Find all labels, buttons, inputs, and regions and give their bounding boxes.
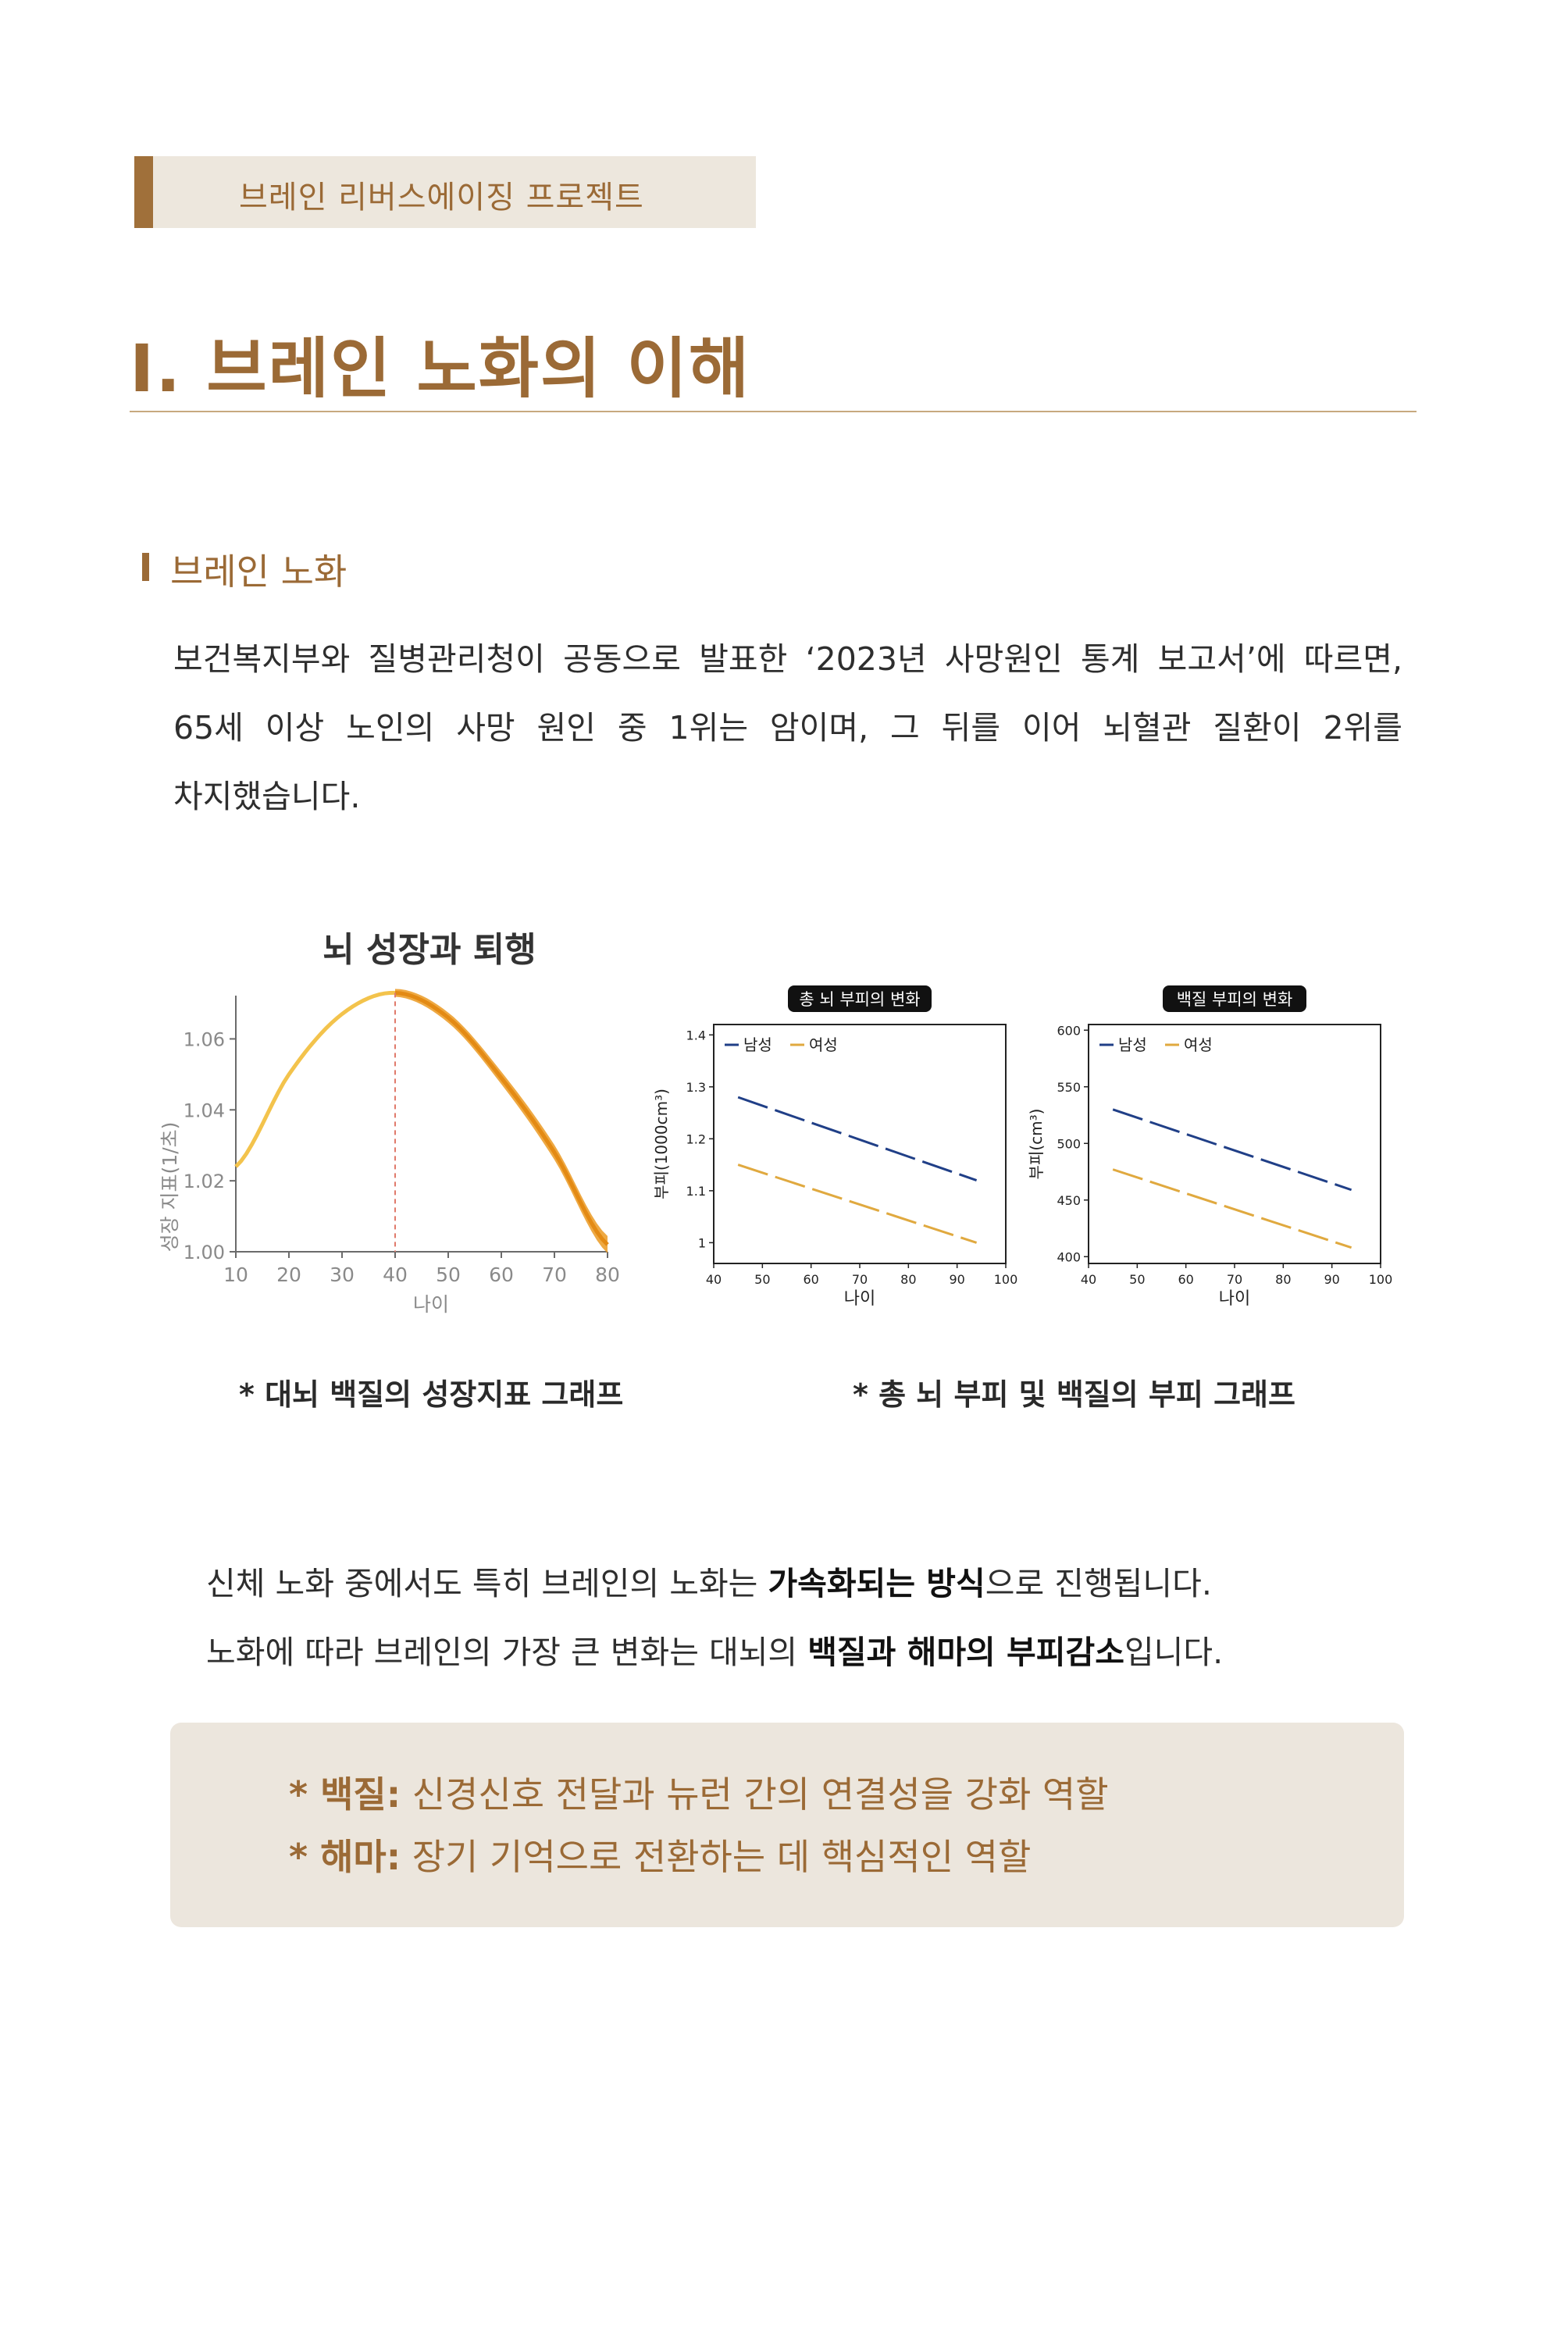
growth-x-tick-label: 30 [330,1263,355,1286]
title-divider [130,411,1417,412]
total-volume-x-tick-label: 80 [900,1272,916,1287]
growth-x-tick-label: 50 [436,1263,461,1286]
intro-line-3: 차지했습니다. [173,778,361,815]
growth-chart-title: 뇌 성장과 퇴행 [323,930,536,970]
total-volume-x-tick-label: 70 [852,1272,868,1287]
section-marker [142,553,149,581]
white-matter-legend-label: 남성 [1118,1035,1147,1054]
total-volume-series-female [737,1164,978,1244]
total-volume-y-tick-label: 1.1 [686,1184,706,1199]
growth-confidence-band [395,989,608,1253]
growth-curve-declining [394,990,609,1246]
header-tab-label: 브레인 리버스에이징 프로젝트 [239,180,644,216]
growth-y-tick-label: 1.00 [184,1242,225,1263]
white-matter-y-tick-label: 500 [1057,1136,1081,1151]
total-volume-y-tick-label: 1.3 [686,1080,706,1095]
white-matter-ylabel: 부피(cm³) [1027,1109,1046,1180]
growth-chart: 뇌 성장과 퇴행 1.00 1.02 1.04 1.06 10 20 30 40 50 60 70 8… [159,930,620,1316]
body-line-2-emphasis: 백질과 해마의 부피감소 [807,1634,1124,1671]
growth-x-tick-label: 20 [276,1263,301,1286]
growth-chart-ylabel: 성장 지표(1/초) [159,1122,181,1253]
white-matter-title: 백질 부피의 변화 [1177,990,1293,1009]
definition-box [170,1723,1404,1927]
growth-chart-xlabel: 나이 [413,1293,449,1316]
white-matter-volume-chart: 백질 부피의 변화 400 450 500 550 600 40 50 60 70 80 90 100… [1027,985,1393,1309]
header-tab: 브레인 리버스에이징 프로젝트 [134,156,756,228]
body-line-2: 노화에 따라 브레인의 가장 큰 변화는 대뇌의 백질과 해마의 부피감소입니다… [206,1634,1224,1671]
white-matter-x-tick-label: 70 [1227,1272,1242,1287]
white-matter-xlabel: 나이 [1219,1289,1250,1309]
caption-volume-charts: * 총 뇌 부피 및 백질의 부피 그래프 [853,1377,1295,1412]
definition-white-matter: * 백질: 신경신호 전달과 뉴런 간의 연결성을 강화 역할 [289,1773,1109,1816]
total-volume-xlabel: 나이 [844,1289,875,1309]
growth-x-tick-label: 10 [223,1263,248,1286]
growth-curve-rising [234,990,396,1168]
total-volume-x-tick-label: 100 [994,1272,1018,1287]
growth-x-tick-label: 60 [489,1263,514,1286]
total-volume-x-tick-label: 40 [706,1272,722,1287]
intro-line-2: 65세 이상 노인의 사망 원인 중 1위는 암이며, 그 뒤를 이어 뇌혈관 … [173,709,1402,747]
section-title: 브레인 노화 [170,551,347,593]
growth-x-tick-label: 70 [542,1263,567,1286]
growth-x-tick-label: 80 [595,1263,620,1286]
caption-growth-chart: * 대뇌 백질의 성장지표 그래프 [239,1377,624,1412]
white-matter-title-badge [1163,985,1306,1012]
white-matter-series-female [1112,1168,1352,1249]
white-matter-legend-label: 여성 [1184,1035,1213,1054]
white-matter-x-tick-label: 90 [1324,1272,1339,1287]
total-volume-x-tick-label: 90 [949,1272,964,1287]
growth-y-tick-label: 1.02 [184,1171,225,1192]
white-matter-series-male [1112,1108,1352,1192]
total-volume-y-tick-label: 1.2 [686,1131,706,1146]
growth-y-tick-label: 1.04 [184,1099,225,1121]
growth-y-tick-label: 1.06 [184,1028,225,1050]
total-volume-legend-label: 여성 [809,1035,838,1054]
total-volume-legend-label: 남성 [743,1035,772,1054]
white-matter-x-tick-label: 100 [1369,1272,1393,1287]
total-volume-title-badge [788,985,932,1012]
definition-hippocampus: * 해마: 장기 기억으로 전환하는 데 핵심적인 역할 [289,1836,1032,1878]
intro-line-1: 보건복지부와 질병관리청이 공동으로 발표한 ‘2023년 사망원인 통계 보고… [173,640,1402,678]
total-volume-ylabel: 부피(1000cm³) [652,1089,671,1199]
white-matter-x-tick-label: 40 [1081,1272,1096,1287]
total-volume-chart: 총 뇌 부피의 변화 1 1.1 1.2 1.3 1.4 40 50 60 70 80 90 100 나… [652,985,1018,1309]
white-matter-y-tick-label: 600 [1057,1023,1081,1038]
header-accent-bar [134,156,153,228]
body-line-1: 신체 노화 중에서도 특히 브레인의 노화는 가속화되는 방식으로 진행됩니다. [206,1565,1212,1602]
white-matter-y-tick-label: 450 [1057,1193,1081,1208]
page-title: I. 브레인 노화의 이해 [130,330,751,407]
white-matter-x-tick-label: 50 [1129,1272,1145,1287]
white-matter-x-tick-label: 60 [1178,1272,1193,1287]
white-matter-frame [1088,1024,1381,1264]
total-volume-x-tick-label: 50 [754,1272,770,1287]
body-line-1-emphasis: 가속화되는 방식 [768,1565,985,1602]
total-volume-series-male [737,1096,978,1181]
white-matter-y-tick-label: 550 [1057,1080,1081,1095]
total-volume-frame [713,1024,1007,1264]
total-volume-x-tick-label: 60 [803,1272,818,1287]
white-matter-x-tick-label: 80 [1275,1272,1291,1287]
growth-x-tick-label: 40 [383,1263,408,1286]
total-volume-title: 총 뇌 부피의 변화 [799,990,920,1009]
white-matter-y-tick-label: 400 [1057,1249,1081,1264]
total-volume-y-tick-label: 1.4 [686,1028,706,1042]
total-volume-y-tick-label: 1 [698,1235,706,1250]
